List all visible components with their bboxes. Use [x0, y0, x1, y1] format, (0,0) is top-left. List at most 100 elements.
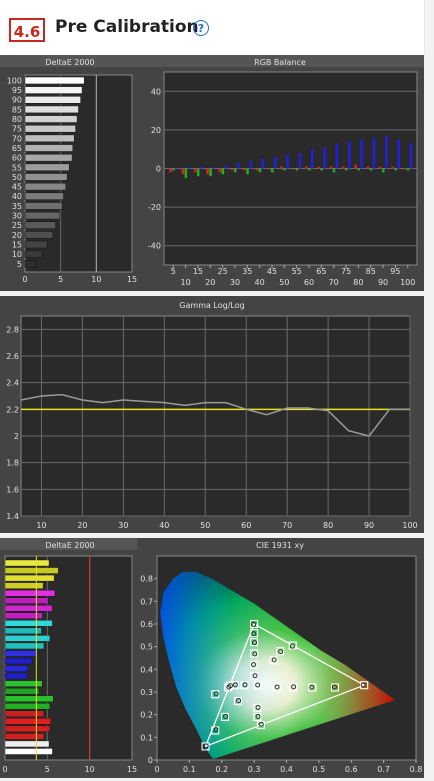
- y-tick-label: 2: [14, 432, 19, 441]
- plot-area: [20, 315, 411, 517]
- target-square: [240, 681, 249, 690]
- x-tick-label: 45: [267, 267, 277, 276]
- x-tick-label: 15: [193, 267, 203, 276]
- y-tick-label: 25: [12, 221, 22, 230]
- y-tick-label: 0.1: [140, 733, 153, 742]
- y-tick-label: -20: [148, 203, 161, 212]
- y-tick-label: 0.8: [140, 575, 153, 584]
- x-tick-label: 30: [230, 278, 240, 287]
- rgb-bar-blue: [335, 143, 339, 169]
- x-tick-label: 0.1: [183, 765, 196, 774]
- target-square: [220, 712, 230, 721]
- x-tick-label: 5: [171, 267, 176, 276]
- x-tick-label: 30: [118, 521, 128, 530]
- target-square: [250, 619, 259, 629]
- rgb-bar-blue: [249, 160, 252, 169]
- y-tick-label: 15: [12, 240, 22, 249]
- rgb-bar-red: [280, 166, 283, 169]
- y-tick-label: 2.4: [6, 379, 19, 388]
- rgb-bar-green: [233, 168, 237, 173]
- help-icon[interactable]: ?: [193, 20, 209, 36]
- deltae-bar: [4, 710, 45, 717]
- deltae-bar: [4, 725, 51, 733]
- rgb-bar-green: [320, 168, 323, 171]
- y-tick-label: 0.4: [140, 665, 153, 674]
- measured-point: [226, 684, 232, 690]
- y-tick-label: 35: [12, 202, 22, 211]
- y-tick-label: 0: [156, 165, 161, 174]
- deltae-bar: [24, 134, 75, 143]
- y-tick-label: 30: [12, 212, 22, 221]
- y-tick-label: 100: [7, 76, 22, 85]
- x-tick-label: 90: [364, 521, 374, 530]
- x-tick-label: 0: [154, 765, 159, 774]
- measured-point: [251, 662, 256, 668]
- rgb-bar-green: [308, 168, 311, 171]
- rgb-bar-blue: [372, 137, 376, 169]
- top-charts-panel: DeltaE 2000 0 5 10 15 100 95 90 85 80 75 70 65 60 55 50…: [0, 55, 424, 291]
- chart-title: Gamma Log/Log: [179, 301, 244, 310]
- y-tick-label: 20: [151, 126, 161, 135]
- x-tick-label: 20: [205, 278, 215, 287]
- y-tick-label: 50: [12, 173, 22, 182]
- x-tick-label: 60: [304, 278, 314, 287]
- deltae-bar: [24, 231, 54, 239]
- target-square: [331, 683, 340, 692]
- y-tick-label: 80: [12, 115, 22, 124]
- deltae-color-chart: DeltaE 2000 0 5 10 15: [0, 538, 137, 774]
- y-tick-label: 5: [17, 260, 22, 269]
- rgb-bar-blue: [286, 154, 289, 169]
- chart-title: CIE 1931 xy: [256, 541, 304, 550]
- deltae-bar: [4, 657, 33, 665]
- x-tick-label: 0: [2, 765, 7, 774]
- rgb-bar-red: [329, 166, 333, 169]
- gamma-chart: Gamma Log/Log 10 20 30 40 50 60 70 80 90 100 1.4 1.6…: [6, 301, 417, 530]
- measured-point: [251, 622, 256, 627]
- x-tick-label: 15: [127, 275, 137, 284]
- deltae-bar: [4, 748, 53, 755]
- y-tick-label: 55: [12, 163, 22, 172]
- y-tick-label: 1.4: [6, 512, 19, 521]
- y-tick-label: 85: [12, 105, 22, 114]
- deltae-bar: [4, 733, 45, 740]
- target-square: [269, 656, 278, 665]
- target-square: [360, 681, 369, 690]
- target-square: [250, 672, 259, 681]
- deltae-bar: [24, 144, 74, 152]
- rgb-bar-green: [345, 168, 348, 171]
- rgb-bar-green: [382, 168, 385, 173]
- measured-point: [291, 684, 297, 690]
- measured-point: [360, 682, 366, 688]
- rgb-bar-red: [305, 166, 308, 169]
- gamma-panel: Gamma Log/Log 10 20 30 40 50 60 70 80 90 100 1.4 1.6…: [0, 296, 424, 533]
- deltae-bar: [24, 173, 68, 181]
- target-square: [288, 683, 298, 692]
- y-tick-label: 45: [12, 183, 22, 192]
- rgb-bar-green: [221, 168, 225, 175]
- deltae-bar: [4, 672, 28, 680]
- measured-point: [331, 684, 337, 690]
- rgb-bar-green: [295, 168, 299, 171]
- deltae-bar: [4, 597, 49, 604]
- deltae-bar: [4, 650, 38, 657]
- deltae-bar: [24, 115, 78, 123]
- y-tick-label: 0.7: [140, 597, 153, 606]
- x-tick-label: 50: [200, 521, 210, 530]
- y-tick-label: 40: [151, 87, 161, 96]
- section-title: Pre Calibration: [55, 17, 199, 37]
- y-tick-label: 70: [12, 134, 22, 143]
- rgb-bar-red: [181, 168, 185, 175]
- x-tick-label: 0.8: [410, 765, 423, 774]
- deltae-bar: [4, 718, 51, 725]
- deltae-bar: [4, 687, 40, 695]
- target-square: [275, 647, 285, 656]
- y-tick-label: 20: [12, 231, 22, 240]
- x-tick-label: 0: [22, 275, 27, 284]
- rgb-bar-red: [366, 166, 370, 169]
- deltae-bar: [24, 153, 73, 162]
- deltae-bar: [24, 192, 64, 200]
- measured-point: [271, 657, 277, 663]
- rgb-bar-blue: [236, 162, 240, 169]
- cie-chart: CIE 1931 xy 0 0.1 0.2 0.3 0.4 0.5 0.6 0.7 0.8 0 0.1…: [140, 541, 423, 774]
- target-square: [253, 712, 262, 721]
